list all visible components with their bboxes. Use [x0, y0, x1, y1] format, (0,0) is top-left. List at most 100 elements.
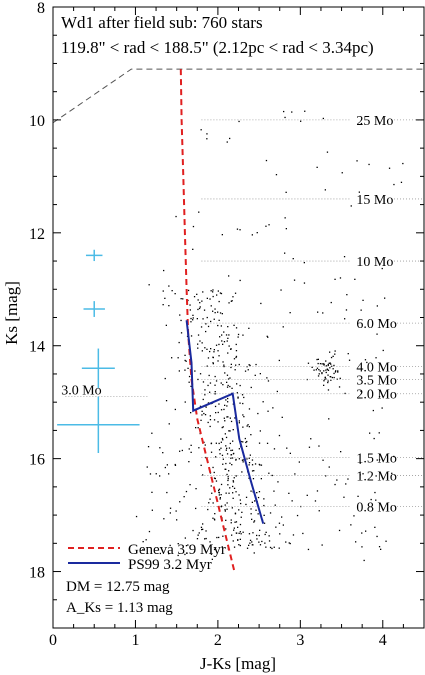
star-point — [212, 295, 214, 298]
star-point — [329, 376, 331, 378]
star-point — [190, 317, 192, 320]
star-point — [249, 542, 251, 544]
star-point — [215, 456, 217, 458]
star-point — [381, 407, 383, 409]
star-point — [329, 362, 331, 364]
star-point — [251, 470, 254, 472]
star-point — [240, 533, 242, 535]
x-tick-label: 3 — [296, 632, 304, 649]
star-point — [248, 462, 251, 464]
star-point — [372, 409, 374, 412]
star-point — [224, 404, 226, 406]
star-point — [247, 424, 249, 426]
star-point — [243, 396, 245, 399]
star-point — [203, 309, 206, 311]
star-point — [225, 492, 227, 494]
star-point — [283, 110, 285, 113]
star-point — [166, 464, 168, 466]
star-point — [347, 478, 349, 480]
star-point — [316, 358, 318, 361]
star-point — [222, 361, 224, 363]
star-point — [175, 510, 177, 512]
star-point — [250, 490, 252, 492]
star-point — [190, 444, 192, 446]
star-point — [219, 292, 222, 294]
star-point — [218, 319, 220, 321]
star-point — [210, 305, 212, 307]
star-point — [359, 462, 361, 464]
star-point — [177, 554, 179, 557]
star-point — [280, 289, 282, 291]
star-point — [234, 417, 236, 419]
star-point — [220, 441, 222, 443]
star-point — [196, 293, 198, 295]
star-point — [345, 309, 348, 311]
star-point — [324, 376, 326, 379]
star-point — [268, 224, 270, 226]
star-point — [227, 378, 230, 380]
star-point — [226, 405, 228, 407]
mass-label: 15 Mo — [356, 193, 393, 208]
star-point — [227, 478, 229, 480]
star-point — [239, 402, 241, 404]
star-point — [376, 535, 378, 538]
star-point — [234, 369, 236, 371]
star-point — [197, 427, 199, 429]
star-point — [248, 477, 250, 479]
star-point — [242, 461, 244, 463]
star-point — [357, 495, 359, 497]
star-point — [203, 412, 205, 415]
star-point — [282, 326, 284, 328]
star-point — [219, 336, 221, 338]
star-point — [171, 357, 173, 359]
star-point — [206, 348, 208, 350]
star-point — [226, 374, 229, 376]
star-point — [248, 426, 250, 428]
star-point — [206, 133, 208, 135]
star-point — [233, 527, 235, 529]
star-point — [282, 524, 284, 526]
star-point — [235, 475, 237, 477]
star-point — [214, 375, 216, 378]
star-point — [254, 500, 256, 502]
star-point — [192, 317, 194, 319]
star-point — [255, 363, 257, 366]
star-point — [180, 319, 182, 322]
star-point — [256, 232, 258, 234]
star-point — [226, 447, 228, 449]
star-point — [323, 370, 325, 372]
star-point — [212, 517, 214, 519]
star-point — [258, 534, 260, 537]
star-point — [225, 436, 228, 439]
y-tick-label: 16 — [29, 452, 45, 469]
star-point — [235, 343, 237, 346]
star-point — [195, 488, 197, 490]
star-point — [210, 451, 213, 453]
star-point — [205, 330, 207, 333]
star-point — [333, 364, 335, 367]
star-point — [207, 325, 210, 328]
star-point — [258, 491, 261, 493]
star-point — [199, 340, 201, 342]
star-point — [179, 501, 181, 503]
star-point — [276, 390, 278, 393]
star-point — [254, 374, 256, 376]
star-point — [210, 320, 212, 323]
star-point — [238, 509, 240, 511]
star-point — [188, 375, 191, 378]
star-point — [235, 355, 238, 358]
star-point — [334, 483, 336, 486]
star-point — [284, 116, 286, 119]
star-point — [285, 228, 287, 230]
star-point — [192, 225, 195, 228]
star-point — [215, 344, 218, 346]
star-point — [292, 258, 294, 260]
star-point — [221, 340, 223, 342]
star-point — [218, 343, 220, 346]
star-point — [234, 292, 237, 294]
star-point — [221, 313, 223, 315]
star-point — [210, 348, 212, 350]
star-point — [221, 234, 223, 236]
star-point — [227, 401, 229, 403]
star-point — [214, 477, 216, 480]
